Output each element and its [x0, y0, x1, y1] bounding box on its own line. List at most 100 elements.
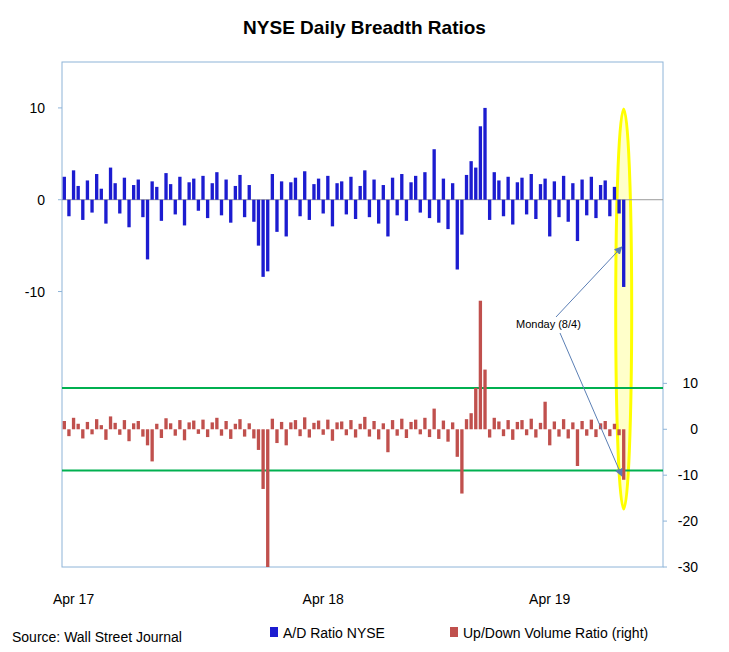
bar	[590, 420, 593, 430]
bar	[275, 429, 278, 443]
bar	[261, 200, 264, 277]
bar	[506, 420, 509, 429]
bar	[238, 419, 241, 429]
bar	[178, 177, 181, 200]
bar	[155, 424, 158, 430]
bar	[252, 200, 255, 222]
bar	[67, 429, 70, 436]
bar	[123, 420, 126, 429]
bar	[285, 429, 288, 445]
bar	[234, 424, 237, 430]
bar	[192, 421, 195, 430]
bar	[266, 429, 269, 567]
bar	[224, 421, 227, 429]
bar	[557, 429, 560, 436]
bar	[340, 181, 343, 199]
bar	[608, 429, 611, 436]
annotation-arrow	[560, 333, 622, 476]
bar	[164, 418, 167, 429]
bar	[405, 429, 408, 438]
bar	[63, 421, 66, 429]
bar	[474, 388, 477, 429]
bar	[405, 200, 408, 221]
bar	[72, 418, 75, 429]
bar	[298, 200, 301, 217]
bar	[372, 180, 375, 200]
bar	[534, 429, 537, 437]
bar	[539, 184, 542, 200]
source: Source: Wall Street Journal	[12, 629, 182, 645]
chart: NYSE Daily Breadth Ratios-10010-30-20-10…	[0, 0, 729, 652]
bar	[141, 429, 144, 436]
bar	[493, 172, 496, 200]
bar	[160, 200, 163, 221]
page: {"chart_data": { "type": "bar", "title":…	[0, 0, 729, 652]
bar	[215, 418, 218, 429]
bar	[539, 423, 542, 429]
bar	[67, 200, 70, 217]
bar	[187, 182, 190, 199]
y-tick-label: 0	[37, 192, 45, 208]
bar	[201, 420, 204, 430]
bar	[285, 200, 288, 237]
bar	[95, 174, 98, 200]
bar	[414, 176, 417, 200]
bar	[432, 149, 435, 200]
bar	[331, 200, 334, 227]
bar	[451, 183, 454, 200]
bar	[511, 200, 514, 225]
bar	[127, 200, 130, 228]
bar	[465, 175, 468, 200]
bar	[428, 429, 431, 437]
bar	[516, 182, 519, 199]
bar	[317, 421, 320, 430]
bar	[100, 189, 103, 200]
bar	[520, 420, 523, 429]
bar	[525, 429, 528, 435]
annotation-arrow	[556, 247, 622, 317]
bar	[585, 200, 588, 216]
bar	[123, 178, 126, 200]
bar	[77, 424, 80, 430]
bar	[580, 421, 583, 429]
bar	[243, 429, 246, 436]
bar	[211, 422, 214, 429]
bar	[183, 200, 186, 226]
bar	[261, 429, 264, 489]
bar	[419, 200, 422, 213]
bar	[359, 186, 362, 200]
bar	[132, 423, 135, 429]
bar	[456, 429, 459, 457]
bar	[567, 200, 570, 222]
x-tick-label: Apr 19	[529, 591, 570, 607]
y-tick	[58, 199, 62, 200]
bar	[206, 200, 209, 218]
bar	[234, 186, 237, 200]
bar	[516, 422, 519, 429]
bar	[345, 200, 348, 215]
bar	[114, 423, 117, 429]
bar	[613, 424, 616, 430]
bar	[391, 420, 394, 429]
bar	[169, 184, 172, 200]
bar	[100, 425, 103, 429]
bar	[132, 185, 135, 200]
bar	[414, 420, 417, 430]
bar	[220, 200, 223, 216]
bar	[289, 182, 292, 199]
bar	[345, 429, 348, 435]
bar	[409, 182, 412, 199]
bar	[72, 170, 75, 199]
bar	[382, 185, 385, 200]
bar	[238, 175, 241, 200]
y2-tick-label: 10	[682, 375, 698, 391]
bar	[622, 429, 625, 480]
bar	[275, 200, 278, 232]
bar	[146, 200, 149, 260]
bar	[206, 429, 209, 437]
bar	[571, 183, 574, 200]
bar	[613, 187, 616, 200]
bar	[174, 429, 177, 435]
bar	[312, 184, 315, 200]
bar	[257, 200, 260, 246]
